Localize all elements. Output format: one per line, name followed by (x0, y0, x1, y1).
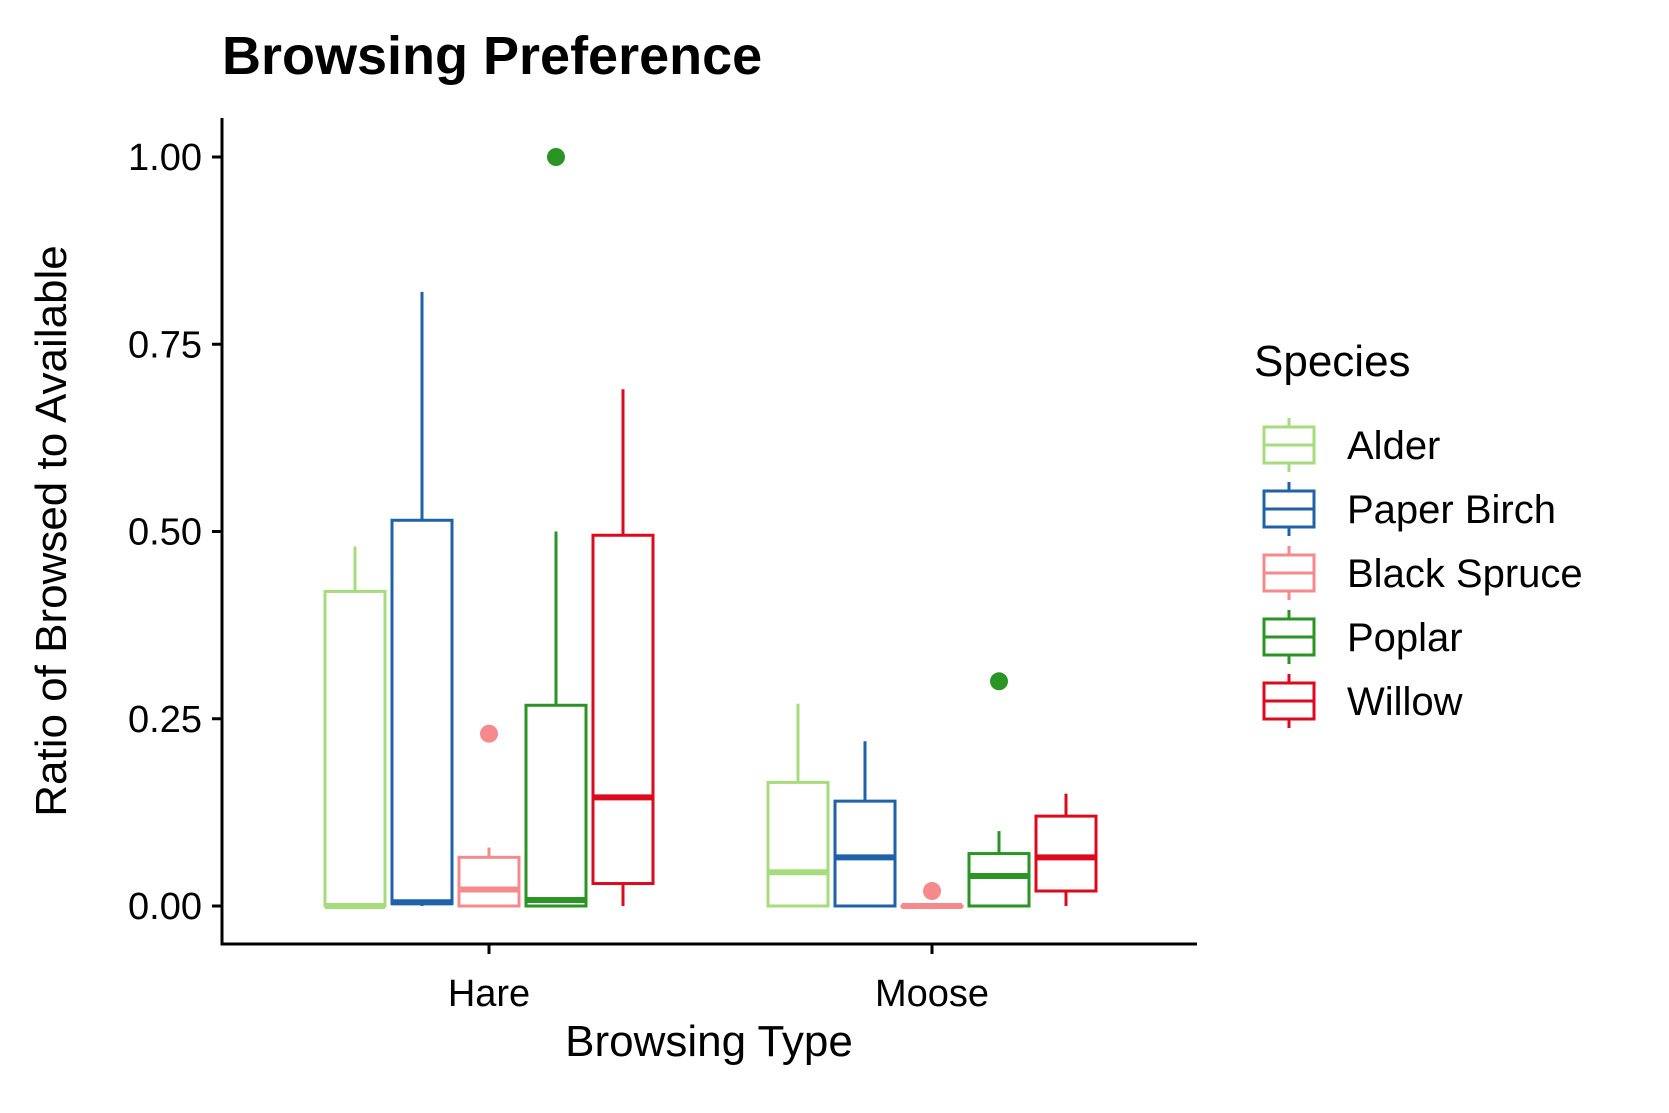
outlier-point (547, 148, 565, 166)
y-axis-title: Ratio of Browsed to Available (27, 245, 76, 817)
chart-title: Browsing Preference (222, 26, 762, 86)
legend-item-alder: Alder (1262, 418, 1440, 472)
box-black-spruce-hare (457, 724, 521, 908)
box-alder-moose (766, 703, 830, 908)
x-tick-label: Hare (448, 973, 530, 1015)
box-iqr (591, 533, 655, 886)
legend-label: Black Spruce (1347, 552, 1583, 596)
box-iqr (323, 589, 387, 908)
box-iqr (1034, 814, 1098, 893)
box-paper-birch-hare (390, 291, 454, 906)
legend-title: Species (1254, 337, 1411, 386)
legend-label: Willow (1347, 680, 1463, 724)
x-tick-label: Moose (875, 973, 989, 1015)
legend-item-black-spruce: Black Spruce (1262, 546, 1583, 600)
box-iqr (390, 518, 454, 906)
plot-area: 0.00 0.25 0.50 0.75 1.00 Hare Moose (128, 118, 1197, 1015)
box-alder-hare (323, 546, 387, 909)
outlier-point (990, 672, 1008, 691)
box-iqr (967, 852, 1031, 908)
box-black-spruce-moose (900, 882, 964, 909)
legend-label: Poplar (1347, 616, 1463, 660)
y-tick-label: 0.75 (128, 324, 202, 366)
legend-label: Paper Birch (1347, 488, 1556, 532)
legend: Species Alder Paper Birch Black Spruce Popl… (1254, 337, 1583, 728)
box-poplar-hare (524, 148, 588, 908)
box-poplar-moose (967, 672, 1031, 908)
outlier-point (923, 882, 941, 901)
x-ticks: Hare Moose (448, 944, 989, 1015)
box-willow-moose (1034, 793, 1098, 906)
box-iqr (457, 855, 521, 908)
box-willow-hare (591, 389, 655, 906)
legend-item-poplar: Poplar (1262, 610, 1463, 664)
outlier-point (480, 724, 498, 743)
y-tick-label: 0.00 (128, 886, 202, 928)
x-axis-title: Browsing Type (565, 1017, 853, 1066)
y-ticks: 0.00 0.25 0.50 0.75 1.00 (128, 137, 222, 928)
y-tick-label: 1.00 (128, 137, 202, 179)
box-iqr (833, 799, 897, 908)
legend-label: Alder (1347, 424, 1440, 468)
y-tick-label: 0.50 (128, 512, 202, 554)
legend-item-paper-birch: Paper Birch (1262, 482, 1556, 536)
box-iqr (524, 703, 588, 908)
box-series (323, 148, 1098, 909)
box-paper-birch-moose (833, 741, 897, 908)
box-iqr (766, 780, 830, 908)
legend-item-willow: Willow (1262, 674, 1463, 728)
y-tick-label: 0.25 (128, 699, 202, 741)
